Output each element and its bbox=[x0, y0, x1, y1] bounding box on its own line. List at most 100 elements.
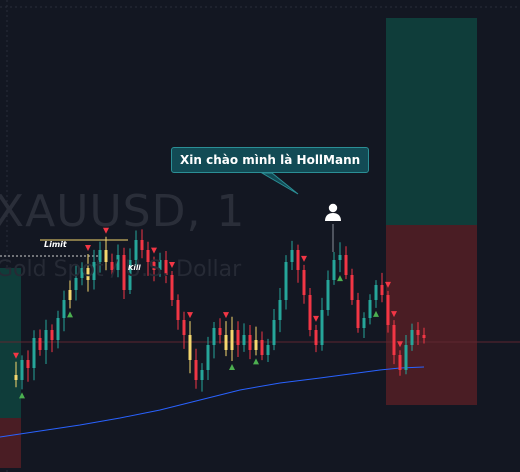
candle-body bbox=[38, 338, 42, 350]
triangle-down-icon bbox=[13, 352, 19, 359]
candle-body bbox=[392, 325, 396, 355]
user-icon[interactable] bbox=[323, 202, 343, 222]
candle-body bbox=[212, 328, 216, 345]
candle-body bbox=[68, 290, 72, 300]
candle-body bbox=[284, 262, 288, 300]
limit-label: Limit bbox=[44, 240, 67, 249]
candle-body bbox=[404, 345, 408, 370]
candle-body bbox=[170, 275, 174, 300]
candle-body bbox=[326, 280, 330, 310]
triangle-up-icon bbox=[337, 275, 343, 282]
candle-body bbox=[14, 375, 18, 380]
candle-body bbox=[98, 250, 102, 262]
left-stop-loss-zone[interactable] bbox=[0, 418, 21, 468]
triangle-down-icon bbox=[313, 315, 319, 322]
candle-body bbox=[134, 240, 138, 260]
candle-body bbox=[320, 310, 324, 345]
candle-body bbox=[56, 318, 60, 340]
candle-body bbox=[152, 262, 156, 270]
kill-label: Kill bbox=[128, 264, 141, 272]
candle-body bbox=[128, 260, 132, 290]
candle-body bbox=[242, 335, 246, 345]
candle-body bbox=[266, 345, 270, 355]
symbol-description-watermark: Gold Spot / U.S. Dollar bbox=[0, 257, 242, 282]
candle-body bbox=[206, 345, 210, 370]
candle-body bbox=[386, 295, 390, 325]
candle-body bbox=[248, 335, 252, 350]
candle-body bbox=[314, 330, 318, 345]
left-take-profit-zone[interactable] bbox=[0, 268, 21, 418]
candle-body bbox=[62, 300, 66, 318]
stop-loss-zone[interactable] bbox=[386, 225, 477, 405]
candle-body bbox=[92, 262, 96, 280]
candle-body bbox=[422, 335, 426, 338]
triangle-down-icon bbox=[223, 312, 229, 319]
triangle-down-icon bbox=[391, 311, 397, 318]
candle-body bbox=[20, 360, 24, 380]
candle-body bbox=[380, 285, 384, 295]
triangle-down-icon bbox=[187, 312, 193, 319]
triangle-down-icon bbox=[301, 255, 307, 262]
triangle-down-icon bbox=[85, 245, 91, 252]
candle-body bbox=[272, 320, 276, 345]
candle-body bbox=[158, 260, 162, 270]
candle-body bbox=[260, 340, 264, 355]
triangle-down-icon bbox=[169, 261, 175, 268]
candle-body bbox=[74, 278, 78, 290]
candle-body bbox=[224, 335, 228, 350]
triangle-up-icon bbox=[373, 310, 379, 317]
candle-body bbox=[344, 255, 348, 275]
triangle-down-icon bbox=[151, 247, 157, 254]
candle-body bbox=[140, 240, 144, 250]
candle-body bbox=[368, 300, 372, 318]
candles-group bbox=[14, 229, 426, 392]
triangle-up-icon bbox=[229, 363, 235, 370]
candle-body bbox=[308, 295, 312, 330]
triangle-down-icon bbox=[397, 341, 403, 348]
callout-pointer bbox=[260, 172, 299, 195]
candle-body bbox=[350, 275, 354, 300]
triangle-down-icon bbox=[385, 281, 391, 288]
candle-body bbox=[302, 270, 306, 295]
candle-body bbox=[44, 330, 48, 350]
triangle-up-icon bbox=[67, 311, 73, 318]
candle-body bbox=[86, 268, 90, 280]
symbol-watermark: XAUUSD, 1 bbox=[0, 186, 246, 237]
candle-body bbox=[32, 338, 36, 368]
candle-body bbox=[356, 300, 360, 328]
callout-note[interactable]: Xin chào mình là HollMann bbox=[171, 147, 370, 173]
take-profit-zone[interactable] bbox=[386, 18, 477, 225]
candle-body bbox=[218, 328, 222, 335]
candle-body bbox=[398, 355, 402, 370]
candle-body bbox=[278, 300, 282, 320]
candle-body bbox=[338, 255, 342, 260]
candle-body bbox=[416, 330, 420, 335]
candle-body bbox=[164, 260, 168, 275]
candle-body bbox=[122, 255, 126, 290]
candle-body bbox=[80, 268, 84, 278]
candle-body bbox=[332, 260, 336, 280]
candle-body bbox=[104, 250, 108, 262]
candle-body bbox=[374, 285, 378, 300]
candle-body bbox=[116, 255, 120, 270]
candle-body bbox=[362, 318, 366, 328]
candle-body bbox=[296, 250, 300, 270]
candle-body bbox=[236, 330, 240, 345]
candle-body bbox=[200, 370, 204, 380]
candle-body bbox=[50, 330, 54, 340]
candle-body bbox=[110, 262, 114, 270]
moving-average-line bbox=[0, 366, 425, 438]
triangle-up-icon bbox=[253, 358, 259, 365]
candle-body bbox=[26, 360, 30, 368]
candle-body bbox=[146, 250, 150, 262]
candle-body bbox=[230, 330, 234, 350]
candle-body bbox=[254, 340, 258, 350]
candle-body bbox=[290, 250, 294, 262]
candle-body bbox=[410, 330, 414, 345]
triangle-up-icon bbox=[19, 392, 25, 399]
candle-body bbox=[194, 360, 198, 380]
candle-body bbox=[188, 335, 192, 360]
signals-group bbox=[13, 227, 403, 399]
candle-body bbox=[182, 320, 186, 335]
